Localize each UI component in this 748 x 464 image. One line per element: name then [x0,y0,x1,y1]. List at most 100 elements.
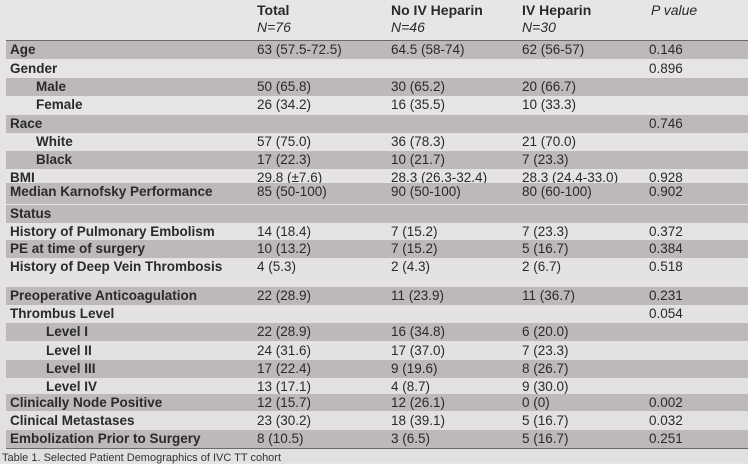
table-row: Preoperative Anticoagulation 22 (28.9) 11 … [6,287,748,305]
no-iv-heparin-cell: 9 (19.6) [391,361,438,376]
iv-heparin-cell: 20 (66.7) [522,79,577,94]
no-iv-heparin-cell: 17 (37.0) [391,343,446,358]
row-label: Gender [10,61,58,76]
p-value-cell: 0.054 [649,306,683,321]
no-iv-heparin-cell: 2 (4.3) [391,259,431,274]
row-label: Level IV [46,379,98,394]
row-label: Level II [46,343,92,358]
p-value-cell: 0.231 [649,288,683,303]
iv-heparin-cell: 11 (36.7) [522,288,576,303]
total-cell: 63 (57.5-72.5) [257,42,342,57]
row-label: BMI [10,170,35,185]
row-label: History of Deep Vein Thrombosis [10,259,223,274]
no-iv-heparin-cell: 7 (15.2) [391,224,438,239]
row-label: Level III [46,361,96,376]
iv-heparin-cell: 28.3 (24.4-33.0) [522,170,619,185]
total-cell: 22 (28.9) [257,324,312,339]
iv-heparin-cell: 6 (20.0) [522,324,569,339]
p-value-cell: 0.032 [649,413,683,428]
table-row: Race 0.746 [6,115,748,133]
table-row: Female 26 (34.2) 16 (35.5) 10 (33.3) [6,96,748,114]
total-cell: 57 (75.0) [257,134,312,149]
row-label: History of Pulmonary Embolism [10,224,215,239]
no-iv-heparin-cell: 90 (50-100) [391,184,461,199]
col-header-no-iv-heparin: No IV Heparin N=46 [391,2,483,36]
p-value-cell: 0.384 [649,241,683,256]
row-label: Clinical Metastases [10,413,135,428]
row-label: Thrombus Level [10,306,115,321]
total-cell: 17 (22.4) [257,361,312,376]
col-n: N=46 [391,19,425,35]
row-label: Clinically Node Positive [10,395,163,410]
iv-heparin-cell: 62 (56-57) [522,42,585,57]
table-row: Gender 0.896 [6,60,748,78]
row-label: Preoperative Anticoagulation [10,288,198,303]
iv-heparin-cell: 7 (23.3) [522,224,569,239]
total-cell: 4 (5.3) [257,259,297,274]
row-label: Embolization Prior to Surgery [10,431,201,446]
iv-heparin-cell: 8 (26.7) [522,361,569,376]
p-value-cell: 0.902 [649,184,683,199]
total-cell: 12 (15.7) [257,395,312,410]
col-title: P value [651,2,698,18]
no-iv-heparin-cell: 11 (23.9) [391,288,445,303]
total-cell: 26 (34.2) [257,97,312,112]
iv-heparin-cell: 5 (16.7) [522,413,569,428]
no-iv-heparin-cell: 12 (26.1) [391,395,446,410]
total-cell: 23 (30.2) [257,413,312,428]
col-n: N=76 [257,19,291,35]
no-iv-heparin-cell: 16 (35.5) [391,97,446,112]
iv-heparin-cell: 9 (30.0) [522,379,569,394]
iv-heparin-cell: 10 (33.3) [522,97,577,112]
table-row: Male 50 (65.8) 30 (65.2) 20 (66.7) [6,78,748,96]
no-iv-heparin-cell: 64.5 (58-74) [391,42,465,57]
table-row: History of Deep Vein Thrombosis 4 (5.3) 2 … [6,258,748,276]
table-row: Status [6,205,748,223]
table-row: BMI 29.8 (±7.6) 28.3 (26.3-32.4) 28.3 (24.4… [6,169,748,186]
no-iv-heparin-cell: 16 (34.8) [391,324,446,339]
col-header-iv-heparin: IV Heparin N=30 [522,2,591,36]
no-iv-heparin-cell: 18 (39.1) [391,413,446,428]
col-title: IV Heparin [522,2,592,18]
total-cell: 17 (22.3) [257,152,312,167]
p-value-cell: 0.002 [649,395,683,410]
p-value-cell: 0.146 [649,42,683,57]
iv-heparin-cell: 21 (70.0) [522,134,577,149]
p-value-cell: 0.518 [649,259,683,274]
table-row: Level III 17 (22.4) 9 (19.6) 8 (26.7) [6,360,748,378]
no-iv-heparin-cell: 7 (15.2) [391,241,438,256]
table-row: Clinical Metastases 23 (30.2) 18 (39.1) 5 (… [6,412,748,430]
table-row: History of Pulmonary Embolism 14 (18.4) 7 … [6,223,748,240]
row-label: PE at time of surgery [10,241,146,256]
table-row: Thrombus Level 0.054 [6,305,748,323]
iv-heparin-cell: 5 (16.7) [522,241,569,256]
table-row: Embolization Prior to Surgery 8 (10.5) 3 (… [6,430,748,448]
iv-heparin-cell: 2 (6.7) [522,259,562,274]
iv-heparin-cell: 0 (0) [522,395,550,410]
no-iv-heparin-cell: 3 (6.5) [391,431,431,446]
row-label: Male [36,79,67,94]
p-value-cell: 0.928 [649,170,683,185]
row-label: Median Karnofsky Performance [10,184,213,199]
p-value-cell: 0.746 [649,116,683,131]
table-row: Level IV 13 (17.1) 4 (8.7) 9 (30.0) [6,378,748,396]
row-label: White [36,134,73,149]
no-iv-heparin-cell: 28.3 (26.3-32.4) [391,170,488,185]
p-value-cell: 0.896 [649,61,683,76]
total-cell: 13 (17.1) [257,379,312,394]
no-iv-heparin-cell: 30 (65.2) [391,79,446,94]
iv-heparin-cell: 7 (23.3) [522,343,569,358]
table-row: Median Karnofsky Performance 85 (50-100) 9… [6,183,748,204]
iv-heparin-cell: 7 (23.3) [522,152,569,167]
iv-heparin-cell: 5 (16.7) [522,431,569,446]
total-cell: 50 (65.8) [257,79,312,94]
row-label: Black [36,152,73,167]
no-iv-heparin-cell: 10 (21.7) [391,152,446,167]
table-row: Age 63 (57.5-72.5) 64.5 (58-74) 62 (56-57) 0… [6,41,748,59]
total-cell: 85 (50-100) [257,184,327,199]
row-label: Level I [46,324,89,339]
col-header-total: Total N=76 [257,2,291,36]
row-label: Race [10,116,43,131]
table-row: Clinically Node Positive 12 (15.7) 12 (26.… [6,394,748,411]
no-iv-heparin-cell: 4 (8.7) [391,379,431,394]
